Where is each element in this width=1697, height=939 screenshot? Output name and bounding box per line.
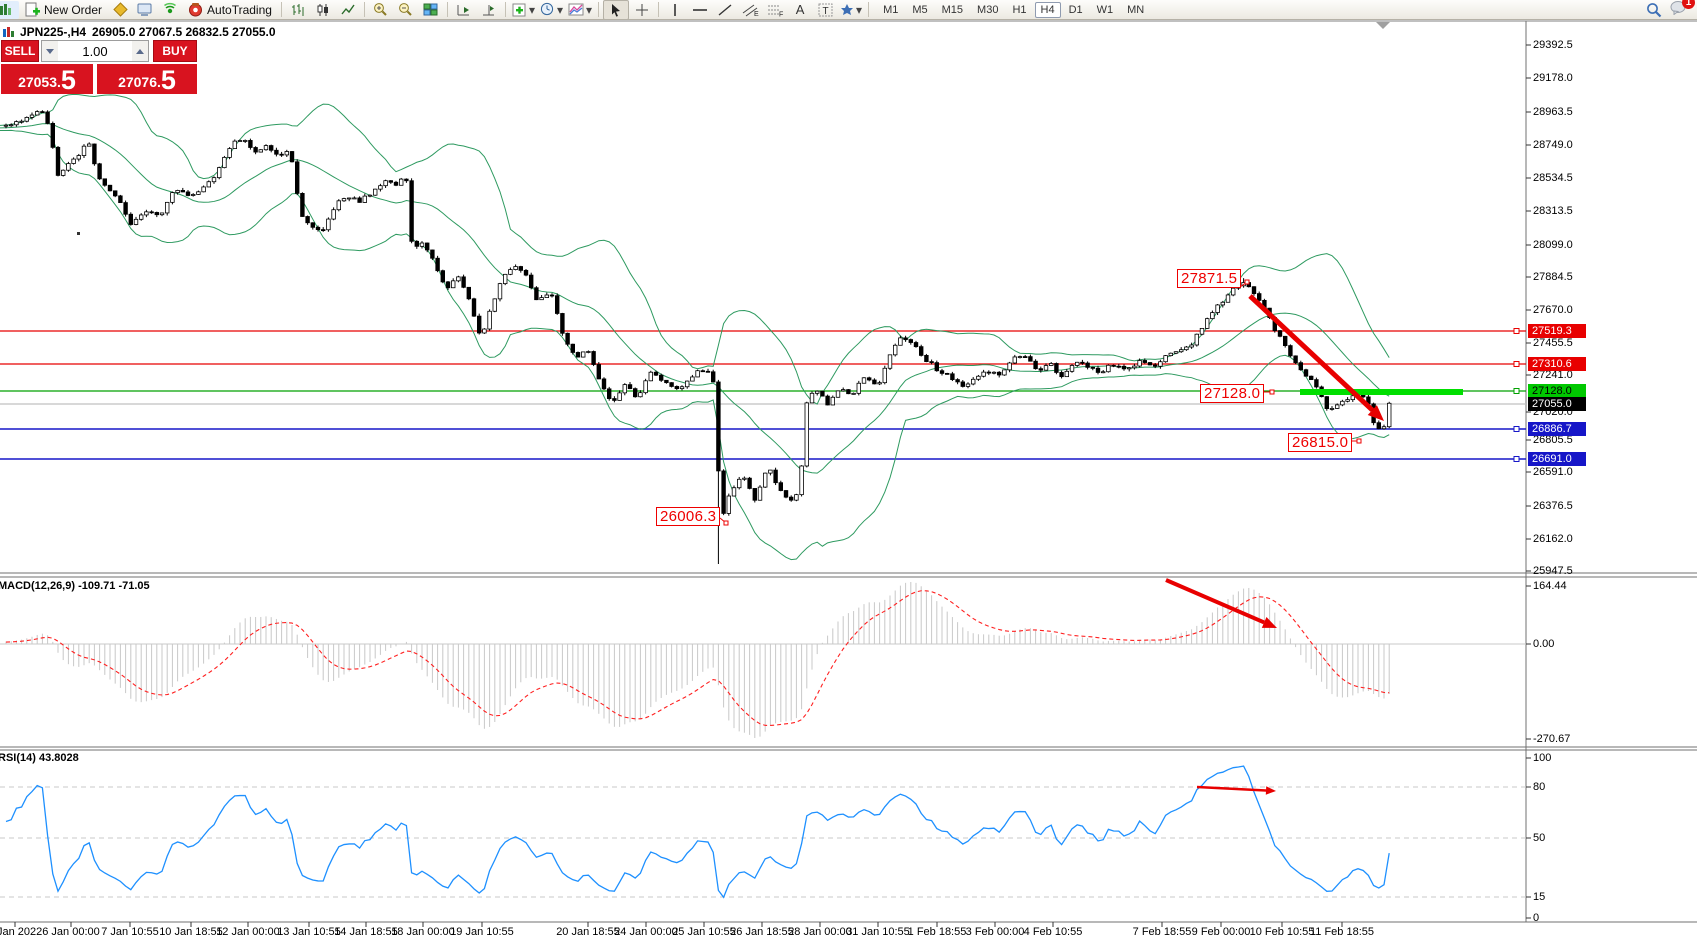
periods-icon[interactable]: ▾: [538, 1, 565, 19]
toolbar-separator: [598, 2, 600, 17]
toolbar-separator: [504, 2, 506, 17]
sell-price-pip: 5: [60, 65, 76, 95]
rsi-value: 43.8028: [38, 752, 79, 764]
crosshair-tool-icon[interactable]: [630, 1, 654, 19]
triangle-up-icon: [136, 48, 144, 54]
toolbar-right-group: 1: [1646, 0, 1695, 20]
macd-label: MACD(12,26,9) -109.71 -71.05: [0, 580, 150, 592]
chevron-down-icon: ▾: [528, 2, 535, 17]
arrows-tool-icon[interactable]: ▾: [838, 1, 864, 19]
auto-scroll-icon[interactable]: [452, 1, 476, 19]
zoom-out-icon[interactable]: [394, 1, 418, 19]
triangle-down-icon: [46, 48, 54, 54]
autotrading-label: AutoTrading: [207, 2, 272, 17]
macd-name: MACD(12,26,9): [0, 580, 76, 592]
sell-price-main: 27053: [18, 74, 57, 90]
sell-button[interactable]: SELL: [1, 40, 39, 62]
volume-decrease-button[interactable]: [42, 41, 58, 61]
chevron-down-icon: ▾: [556, 2, 564, 17]
timeframe-button-m30[interactable]: M30: [977, 3, 999, 16]
timeframe-button-m5[interactable]: M5: [912, 3, 928, 16]
buy-price-pip: 5: [160, 65, 176, 95]
price-annotation[interactable]: 26815.0: [1288, 433, 1353, 452]
line-chart-type-icon[interactable]: [336, 1, 360, 19]
symbol-ohlc: 26905.0 27067.5 26832.5 27055.0: [92, 25, 276, 39]
bar-chart-type-icon[interactable]: [286, 1, 310, 19]
timeframe-button-h1[interactable]: H1: [1012, 3, 1027, 16]
timeframe-button-d1[interactable]: D1: [1068, 3, 1083, 16]
new-chart-icon[interactable]: [0, 0, 19, 19]
timeframe-button-m15[interactable]: M15: [941, 3, 964, 16]
one-click-trading-panel: SELL 1.00 BUY 27053. 5 27076. 5: [1, 40, 197, 94]
main-toolbar: New Order AutoTrading: [0, 0, 1697, 20]
autotrading-button[interactable]: AutoTrading: [183, 1, 277, 19]
price-annotation[interactable]: 27871.5: [1177, 269, 1242, 288]
price-annotation[interactable]: 26006.3: [656, 507, 721, 526]
toolbar-separator: [868, 2, 870, 17]
buy-price-main: 27076: [118, 74, 157, 90]
buy-price-panel[interactable]: 27076. 5: [97, 64, 197, 94]
channel-letter: E: [754, 11, 759, 17]
fibo-letter: F: [779, 11, 783, 17]
equidistant-channel-tool-icon[interactable]: E: [738, 1, 762, 19]
terminal-icon[interactable]: [133, 1, 157, 19]
buy-price-dot: .: [157, 74, 161, 90]
candlestick-type-icon[interactable]: [311, 1, 335, 19]
timeframe-button-w1[interactable]: W1: [1096, 3, 1114, 16]
timeframe-button-h4[interactable]: H4: [1034, 1, 1061, 18]
autotrading-icon: [189, 3, 203, 17]
timeframe-button-m1[interactable]: M1: [883, 3, 899, 16]
signals-icon[interactable]: [158, 1, 182, 19]
volume-increase-button[interactable]: [132, 41, 148, 61]
toolbar-separator: [280, 2, 282, 17]
search-icon[interactable]: [1646, 2, 1662, 18]
new-order-icon: [25, 2, 40, 17]
zoom-in-icon[interactable]: [369, 1, 393, 19]
symbol-title: JPN225-,H4: [20, 25, 87, 39]
text-tool-icon[interactable]: A: [795, 2, 805, 17]
rsi-label: RSI(14) 43.8028: [0, 752, 79, 764]
chevron-down-icon: ▾: [856, 2, 863, 17]
templates-icon[interactable]: ▾: [566, 1, 594, 19]
price-annotation[interactable]: 27128.0: [1200, 384, 1265, 403]
macd-values: -109.71 -71.05: [78, 580, 150, 592]
new-order-button[interactable]: New Order: [20, 1, 107, 19]
toolbar-separator: [363, 2, 365, 17]
timeframe-group: M1 M5 M15 M30 H1 H4 D1 W1 MN: [877, 1, 1150, 18]
volume-stepper: 1.00: [41, 40, 149, 62]
chart-shift-icon[interactable]: [477, 1, 501, 19]
notifications-button[interactable]: 1: [1670, 0, 1695, 20]
new-order-label: New Order: [44, 2, 103, 17]
label-letter: T: [822, 6, 828, 17]
toolbar-separator: [446, 2, 448, 17]
vertical-line-tool-icon[interactable]: [663, 1, 687, 19]
fibonacci-tool-icon[interactable]: F: [763, 1, 787, 19]
trendline-tool-icon[interactable]: [713, 1, 737, 19]
tile-windows-icon[interactable]: [419, 1, 443, 19]
chevron-down-icon: ▾: [586, 2, 593, 17]
rsi-name: RSI(14): [0, 752, 36, 764]
symbol-bar: JPN225-,H4 26905.0 27067.5 26832.5 27055…: [3, 25, 276, 39]
text-label-tool-icon[interactable]: T: [813, 1, 837, 19]
metaeditor-icon[interactable]: [108, 1, 132, 19]
sell-price-dot: .: [57, 74, 61, 90]
notification-badge: 1: [1682, 0, 1695, 9]
sell-price-panel[interactable]: 27053. 5: [1, 64, 93, 94]
volume-value[interactable]: 1.00: [82, 43, 108, 59]
indicators-icon[interactable]: ▾: [510, 1, 537, 19]
buy-button[interactable]: BUY: [153, 40, 197, 62]
chart-mini-icon: [3, 26, 14, 37]
timeframe-button-mn[interactable]: MN: [1127, 3, 1145, 16]
toolbar-separator: [658, 2, 660, 17]
horizontal-line-tool-icon[interactable]: [688, 1, 712, 19]
cursor-tool-icon[interactable]: [603, 0, 630, 20]
